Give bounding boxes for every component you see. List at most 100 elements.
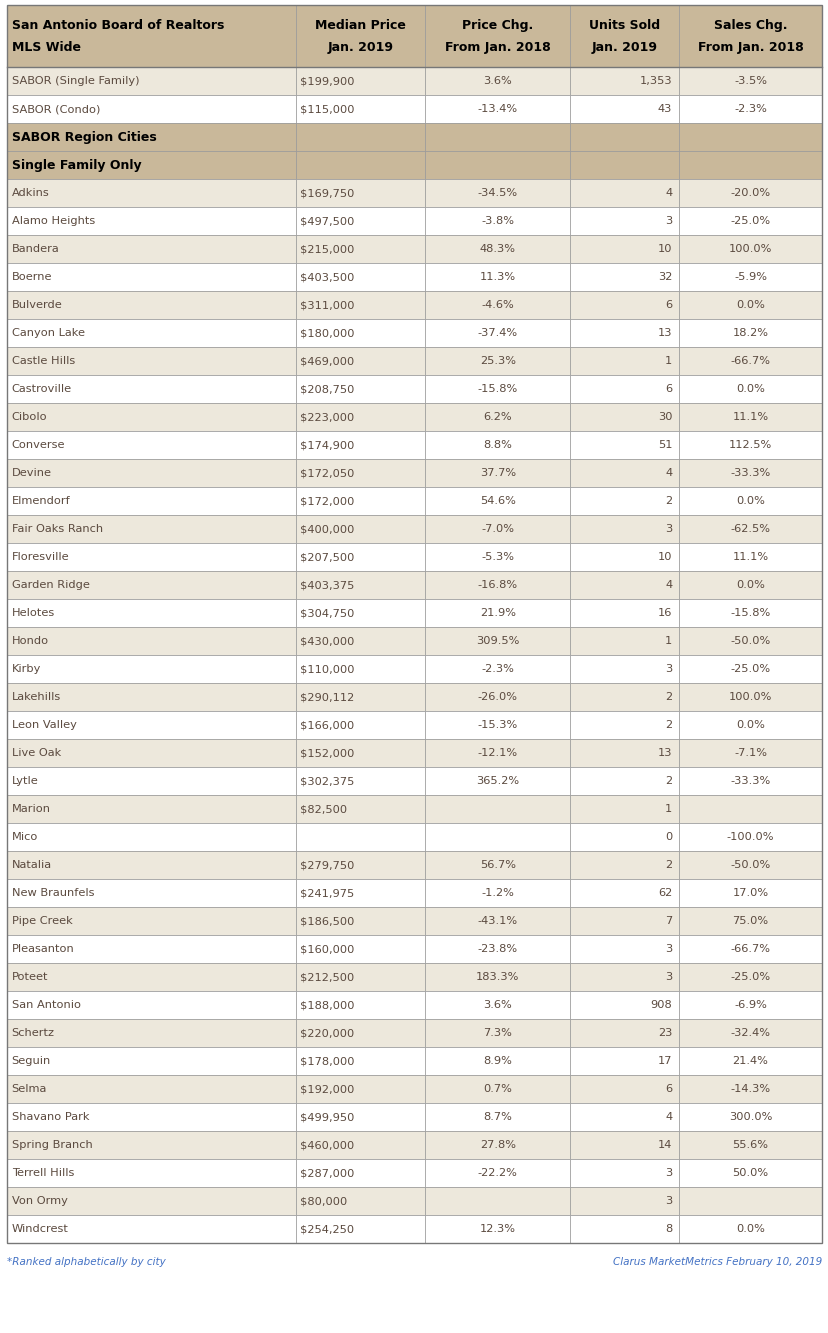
Text: $192,000: $192,000 bbox=[300, 1084, 354, 1094]
Text: SABOR (Single Family): SABOR (Single Family) bbox=[12, 76, 139, 87]
Bar bbox=[296, 208, 425, 236]
Text: -20.0%: -20.0% bbox=[729, 188, 770, 199]
Bar bbox=[678, 880, 821, 908]
Text: -1.2%: -1.2% bbox=[481, 888, 513, 898]
Bar bbox=[678, 264, 821, 292]
Text: New Braunfels: New Braunfels bbox=[12, 888, 94, 898]
Text: -5.3%: -5.3% bbox=[480, 552, 513, 563]
Text: SABOR (Condo): SABOR (Condo) bbox=[12, 104, 100, 115]
Bar bbox=[678, 908, 821, 936]
Text: Lytle: Lytle bbox=[12, 776, 38, 786]
Bar bbox=[678, 824, 821, 852]
Text: Bandera: Bandera bbox=[12, 244, 60, 255]
Text: 51: 51 bbox=[657, 440, 672, 451]
Text: $302,375: $302,375 bbox=[300, 776, 354, 786]
Bar bbox=[678, 628, 821, 656]
Text: Boerne: Boerne bbox=[12, 272, 52, 283]
Bar bbox=[570, 180, 678, 208]
Bar bbox=[678, 208, 821, 236]
Bar bbox=[678, 124, 821, 152]
Bar bbox=[7, 348, 296, 376]
Text: 100.0%: 100.0% bbox=[728, 692, 772, 702]
Bar bbox=[7, 600, 296, 628]
Text: Helotes: Helotes bbox=[12, 608, 55, 619]
Bar bbox=[7, 152, 296, 180]
Bar bbox=[296, 348, 425, 376]
Text: 365.2%: 365.2% bbox=[475, 776, 518, 786]
Bar bbox=[570, 348, 678, 376]
Bar bbox=[296, 908, 425, 936]
Bar bbox=[678, 712, 821, 740]
Bar bbox=[296, 600, 425, 628]
Bar bbox=[570, 68, 678, 96]
Bar bbox=[425, 1160, 570, 1188]
Bar bbox=[570, 488, 678, 516]
Bar bbox=[425, 1076, 570, 1104]
Text: $174,900: $174,900 bbox=[300, 440, 354, 451]
Text: Adkins: Adkins bbox=[12, 188, 50, 199]
Bar bbox=[7, 824, 296, 852]
Bar bbox=[570, 684, 678, 712]
Text: $460,000: $460,000 bbox=[300, 1140, 354, 1150]
Text: Clarus MarketMetrics February 10, 2019: Clarus MarketMetrics February 10, 2019 bbox=[613, 1257, 821, 1268]
Text: 0.7%: 0.7% bbox=[483, 1084, 512, 1094]
Text: 7.3%: 7.3% bbox=[483, 1028, 512, 1038]
Text: Devine: Devine bbox=[12, 468, 51, 479]
Bar bbox=[296, 1188, 425, 1216]
Bar bbox=[678, 1216, 821, 1244]
Bar bbox=[296, 376, 425, 404]
Bar bbox=[7, 964, 296, 992]
Text: -62.5%: -62.5% bbox=[729, 524, 770, 535]
Bar bbox=[296, 1020, 425, 1048]
Bar bbox=[296, 936, 425, 964]
Bar bbox=[7, 656, 296, 684]
Text: Castle Hills: Castle Hills bbox=[12, 356, 75, 367]
Text: $172,050: $172,050 bbox=[300, 468, 354, 479]
Text: Natalia: Natalia bbox=[12, 860, 51, 870]
Text: Units Sold: Units Sold bbox=[588, 19, 659, 32]
Text: Median Price: Median Price bbox=[315, 19, 406, 32]
Bar bbox=[296, 1076, 425, 1104]
Text: $311,000: $311,000 bbox=[300, 300, 354, 311]
Bar bbox=[425, 880, 570, 908]
Text: 100.0%: 100.0% bbox=[728, 244, 772, 255]
Text: $304,750: $304,750 bbox=[300, 608, 354, 619]
Bar bbox=[425, 180, 570, 208]
Bar bbox=[7, 264, 296, 292]
Text: 7: 7 bbox=[664, 916, 672, 926]
Text: $180,000: $180,000 bbox=[300, 328, 354, 339]
Bar bbox=[425, 292, 570, 320]
Text: 6: 6 bbox=[664, 384, 672, 395]
Bar bbox=[570, 992, 678, 1020]
Text: $215,000: $215,000 bbox=[300, 244, 354, 255]
Text: $241,975: $241,975 bbox=[300, 888, 354, 898]
Text: -14.3%: -14.3% bbox=[729, 1084, 770, 1094]
Bar bbox=[7, 292, 296, 320]
Bar bbox=[678, 600, 821, 628]
Text: 0.0%: 0.0% bbox=[735, 1224, 764, 1234]
Bar bbox=[296, 740, 425, 768]
Text: *Ranked alphabetically by city: *Ranked alphabetically by city bbox=[7, 1257, 165, 1268]
Text: -33.3%: -33.3% bbox=[729, 468, 770, 479]
Text: Alamo Heights: Alamo Heights bbox=[12, 216, 94, 227]
Bar bbox=[678, 1076, 821, 1104]
Bar bbox=[570, 432, 678, 460]
Text: $400,000: $400,000 bbox=[300, 524, 354, 535]
Bar bbox=[296, 236, 425, 264]
Bar bbox=[296, 656, 425, 684]
Bar bbox=[678, 852, 821, 880]
Text: 10: 10 bbox=[657, 552, 672, 563]
Bar bbox=[7, 1076, 296, 1104]
Bar bbox=[570, 544, 678, 572]
Text: 6: 6 bbox=[664, 300, 672, 311]
Text: 2: 2 bbox=[664, 720, 672, 730]
Text: $82,500: $82,500 bbox=[300, 804, 347, 814]
Text: Poteet: Poteet bbox=[12, 972, 48, 982]
Text: Single Family Only: Single Family Only bbox=[12, 159, 141, 172]
Bar bbox=[425, 824, 570, 852]
Text: 10: 10 bbox=[657, 244, 672, 255]
Bar bbox=[7, 236, 296, 264]
Bar bbox=[7, 488, 296, 516]
Text: $169,750: $169,750 bbox=[300, 188, 354, 199]
Bar bbox=[296, 516, 425, 544]
